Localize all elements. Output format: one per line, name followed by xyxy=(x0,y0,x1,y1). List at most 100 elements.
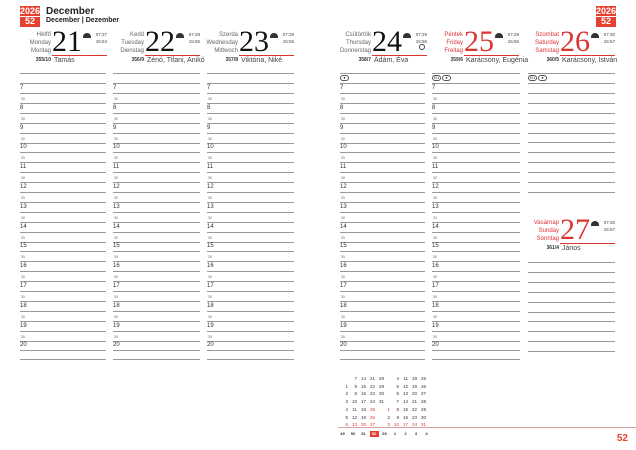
half-hour-line[interactable] xyxy=(207,340,294,342)
hour-line[interactable] xyxy=(113,251,200,253)
hour-line[interactable] xyxy=(340,211,425,213)
half-hour-line[interactable] xyxy=(340,182,425,184)
half-hour-line[interactable] xyxy=(20,221,106,223)
week-number[interactable]: 2 xyxy=(404,431,407,436)
hour-line[interactable] xyxy=(340,330,425,332)
half-hour-line[interactable] xyxy=(340,221,425,223)
half-hour-line[interactable] xyxy=(340,340,425,342)
half-hour-line[interactable] xyxy=(20,201,106,203)
half-hour-line[interactable] xyxy=(432,261,520,263)
half-hour-line[interactable] xyxy=(432,122,520,124)
half-hour-line[interactable] xyxy=(20,241,106,243)
hour-line[interactable] xyxy=(432,231,520,233)
half-hour-line[interactable] xyxy=(432,320,520,322)
hour-line[interactable] xyxy=(340,152,425,154)
half-hour-line[interactable] xyxy=(20,142,106,144)
hour-line[interactable] xyxy=(432,330,520,332)
half-hour-line[interactable] xyxy=(207,300,294,302)
half-hour-line[interactable] xyxy=(113,162,200,164)
half-hour-line[interactable] xyxy=(113,142,200,144)
half-hour-line[interactable] xyxy=(340,201,425,203)
hour-line[interactable] xyxy=(207,231,294,233)
hour-line[interactable] xyxy=(20,350,106,352)
hour-line[interactable] xyxy=(432,251,520,253)
half-hour-line[interactable] xyxy=(432,340,520,342)
half-hour-line[interactable] xyxy=(340,142,425,144)
hour-line[interactable] xyxy=(432,211,520,213)
hour-line[interactable] xyxy=(113,172,200,174)
hour-line[interactable] xyxy=(340,231,425,233)
hour-line[interactable] xyxy=(207,152,294,154)
half-hour-line[interactable] xyxy=(20,122,106,124)
half-hour-line[interactable] xyxy=(113,241,200,243)
half-hour-line[interactable] xyxy=(340,162,425,164)
half-hour-line[interactable] xyxy=(207,162,294,164)
half-hour-line[interactable] xyxy=(113,201,200,203)
hour-line[interactable] xyxy=(20,310,106,312)
half-hour-line[interactable] xyxy=(340,261,425,263)
hour-line[interactable] xyxy=(340,192,425,193)
half-hour-line[interactable] xyxy=(340,320,425,322)
hour-line[interactable] xyxy=(113,112,200,114)
week-number[interactable]: 49 xyxy=(340,431,345,436)
half-hour-line[interactable] xyxy=(20,300,106,302)
hour-line[interactable] xyxy=(432,93,520,94)
week-number[interactable]: 3 xyxy=(414,431,418,436)
half-hour-line[interactable] xyxy=(113,182,200,184)
hour-line[interactable] xyxy=(340,271,425,273)
week-number[interactable]: 4 xyxy=(425,431,428,436)
hour-line[interactable] xyxy=(20,192,106,193)
half-hour-line[interactable] xyxy=(207,182,294,184)
hour-line[interactable] xyxy=(207,330,294,332)
hour-line[interactable] xyxy=(113,93,200,94)
hour-line[interactable] xyxy=(113,192,200,193)
hour-line[interactable] xyxy=(20,172,106,174)
hour-line[interactable] xyxy=(20,291,106,292)
hour-line[interactable] xyxy=(113,310,200,312)
hour-line[interactable] xyxy=(113,152,200,154)
hour-line[interactable] xyxy=(340,172,425,174)
hour-line[interactable] xyxy=(340,310,425,312)
hour-line[interactable] xyxy=(432,132,520,134)
half-hour-line[interactable] xyxy=(207,221,294,223)
half-hour-line[interactable] xyxy=(340,281,425,283)
hour-line[interactable] xyxy=(207,310,294,312)
hour-line[interactable] xyxy=(432,152,520,154)
hour-line[interactable] xyxy=(340,132,425,134)
half-hour-line[interactable] xyxy=(113,261,200,263)
half-hour-line[interactable] xyxy=(432,281,520,283)
half-hour-line[interactable] xyxy=(207,241,294,243)
hour-line[interactable] xyxy=(113,132,200,134)
half-hour-line[interactable] xyxy=(113,281,200,283)
hour-line[interactable] xyxy=(207,172,294,174)
hour-line[interactable] xyxy=(432,271,520,273)
hour-line[interactable] xyxy=(113,231,200,233)
hour-line[interactable] xyxy=(432,172,520,174)
hour-line[interactable] xyxy=(432,350,520,352)
hour-line[interactable] xyxy=(207,93,294,94)
hour-line[interactable] xyxy=(340,112,425,114)
half-hour-line[interactable] xyxy=(432,162,520,164)
half-hour-line[interactable] xyxy=(207,122,294,124)
hour-line[interactable] xyxy=(113,350,200,352)
hour-line[interactable] xyxy=(20,112,106,114)
half-hour-line[interactable] xyxy=(432,102,520,104)
half-hour-line[interactable] xyxy=(113,221,200,223)
hour-line[interactable] xyxy=(20,93,106,94)
hour-line[interactable] xyxy=(207,211,294,213)
hour-line[interactable] xyxy=(207,112,294,114)
hour-line[interactable] xyxy=(207,271,294,273)
hour-line[interactable] xyxy=(113,291,200,292)
hour-line[interactable] xyxy=(432,192,520,193)
half-hour-line[interactable] xyxy=(432,300,520,302)
hour-line[interactable] xyxy=(340,251,425,253)
hour-line[interactable] xyxy=(207,132,294,134)
week-number[interactable]: 50 xyxy=(350,431,356,436)
half-hour-line[interactable] xyxy=(207,281,294,283)
hour-line[interactable] xyxy=(20,211,106,213)
hour-line[interactable] xyxy=(207,291,294,292)
hour-line[interactable] xyxy=(340,291,425,292)
hour-line[interactable] xyxy=(20,251,106,253)
half-hour-line[interactable] xyxy=(113,300,200,302)
half-hour-line[interactable] xyxy=(20,162,106,164)
